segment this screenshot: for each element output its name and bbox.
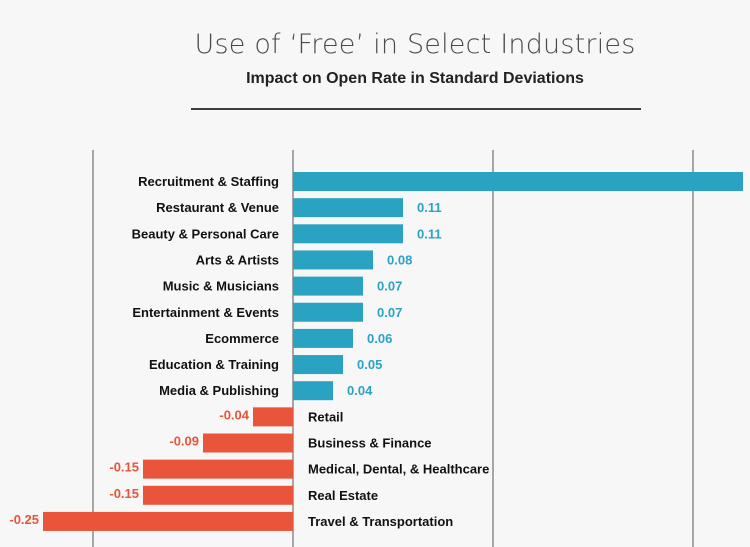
- bar: [293, 328, 353, 348]
- bar: [143, 459, 293, 479]
- category-label: Beauty & Personal Care: [132, 226, 279, 241]
- data-label: 0.05: [357, 357, 382, 372]
- category-label: Business & Finance: [308, 436, 432, 451]
- category-label: Travel & Transportation: [308, 514, 453, 529]
- bar: [293, 276, 363, 296]
- category-label: Arts & Artists: [196, 252, 279, 267]
- data-label: -0.15: [109, 486, 139, 501]
- bar: [203, 433, 293, 453]
- category-label: Education & Training: [149, 357, 279, 372]
- bar: [293, 250, 373, 270]
- chart-title: Use of ‘Free’ in Select Industries: [194, 29, 636, 60]
- category-label: Restaurant & Venue: [156, 200, 279, 215]
- data-label: 0.07: [377, 305, 402, 320]
- bar: [143, 485, 293, 505]
- category-label: Media & Publishing: [159, 383, 279, 398]
- data-label: 0.06: [367, 331, 392, 346]
- bar: [293, 302, 363, 322]
- bar: [293, 172, 743, 191]
- data-label: -0.15: [109, 460, 139, 475]
- category-label: Real Estate: [308, 488, 378, 503]
- category-label: Retail: [308, 409, 343, 424]
- bar: [293, 198, 403, 218]
- data-label: 0.04: [347, 383, 373, 398]
- data-label: 0.11: [417, 200, 442, 215]
- category-label: Recruitment & Staffing: [138, 174, 279, 189]
- bar: [293, 381, 333, 401]
- bar: [43, 511, 293, 531]
- data-label: -0.25: [9, 512, 39, 527]
- data-label: -0.09: [169, 434, 199, 449]
- category-label: Medical, Dental, & Healthcare: [308, 462, 489, 477]
- bar: [253, 407, 293, 427]
- bar: [293, 224, 403, 244]
- title-divider: [191, 108, 641, 110]
- data-label: 0.08: [387, 252, 412, 267]
- data-label: 0.11: [417, 226, 442, 241]
- data-label: 0.07: [377, 279, 402, 294]
- category-label: Ecommerce: [205, 331, 279, 346]
- bar: [293, 355, 343, 375]
- data-label: -0.04: [219, 407, 249, 422]
- chart-subtitle: Impact on Open Rate in Standard Deviatio…: [246, 70, 584, 87]
- category-label: Entertainment & Events: [132, 305, 279, 320]
- category-label: Music & Musicians: [163, 279, 279, 294]
